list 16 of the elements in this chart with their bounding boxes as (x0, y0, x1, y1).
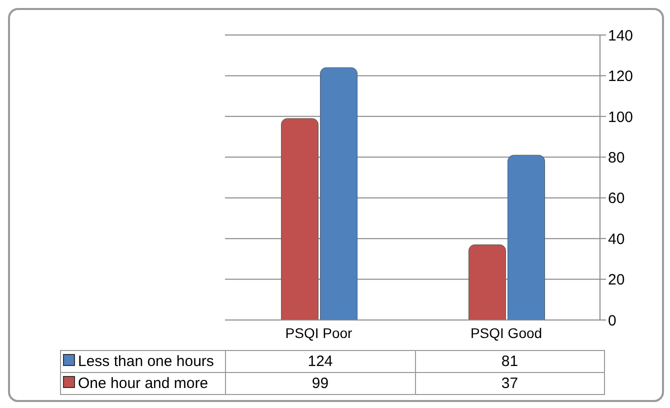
y-tick-label: 60 (608, 190, 625, 208)
y-tick-label: 80 (608, 149, 625, 166)
y-tick-label: 40 (608, 230, 625, 248)
data-label: 124 (226, 350, 415, 372)
legend-label: Less than one hours (60, 350, 226, 372)
data-label: 99 (226, 372, 415, 394)
data-label: 37 (415, 372, 604, 394)
x-tick-label: PSQI Poor (285, 324, 353, 341)
y-tick-label: 0 (608, 312, 616, 330)
y-tick-label: 120 (608, 68, 634, 86)
y-tick-label: 140 (608, 27, 634, 44)
legend-label: One hour and more (60, 372, 226, 394)
data-label: 81 (415, 350, 604, 372)
x-tick-label: PSQI Good (470, 324, 542, 341)
y-tick-label: 20 (608, 272, 625, 289)
y-tick-label: 100 (608, 108, 634, 126)
